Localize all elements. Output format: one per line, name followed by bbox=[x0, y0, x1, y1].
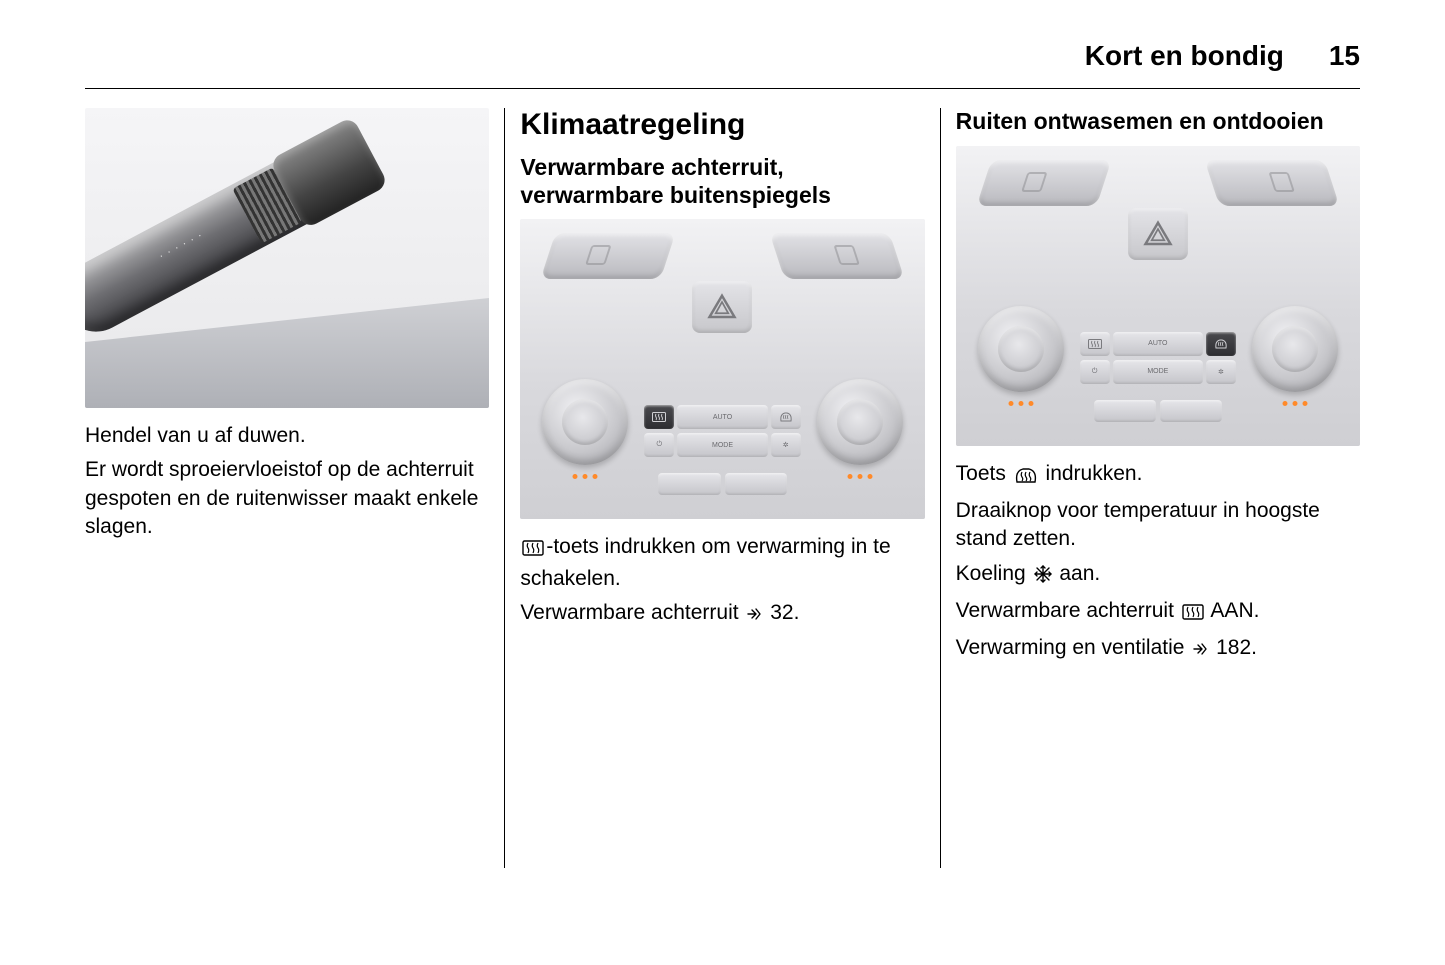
snowflake-icon bbox=[1034, 563, 1052, 591]
seat-heater-dial-right bbox=[1252, 306, 1338, 392]
hazard-triangle-icon bbox=[707, 292, 737, 322]
front-defrost-button-small bbox=[771, 405, 801, 429]
col3-para-1: Toets indrukken. bbox=[956, 460, 1360, 491]
col3-p1-after: indrukken. bbox=[1040, 462, 1143, 485]
col2-p2-after: 32. bbox=[764, 601, 799, 624]
dash-surface bbox=[85, 298, 489, 408]
power-button: ⏻ bbox=[644, 433, 674, 457]
settings-button: ✲ bbox=[771, 433, 801, 457]
col3-para-4: Verwarmbare achterruit AAN. bbox=[956, 597, 1360, 628]
col3-p5-before: Verwarming en ventilatie bbox=[956, 636, 1191, 659]
rear-defrost-icon bbox=[1182, 600, 1204, 628]
button-cluster: AUTO ⏻ MODE ✲ bbox=[1080, 332, 1236, 384]
header-rule bbox=[85, 88, 1360, 89]
y-frame bbox=[556, 233, 888, 353]
figure-climate-panel-1: AUTO ⏻ MODE ✲ bbox=[520, 219, 924, 519]
settings-button: ✲ bbox=[1206, 360, 1236, 384]
wiper-stalk: · · · · · · bbox=[85, 122, 382, 343]
power-button: ⏻ bbox=[1080, 360, 1110, 384]
hazard-button bbox=[1128, 208, 1188, 260]
front-defrost-button bbox=[1206, 332, 1236, 356]
cross-reference-icon bbox=[1192, 637, 1208, 665]
button-cluster: AUTO ⏻ MODE ✲ bbox=[644, 405, 800, 457]
ac-button bbox=[1160, 400, 1222, 422]
recirc-button bbox=[1094, 400, 1156, 422]
hazard-triangle-icon bbox=[1143, 219, 1173, 249]
lower-controls bbox=[1094, 400, 1222, 422]
rear-defrost-button bbox=[1080, 332, 1110, 356]
col3-p3-after: aan. bbox=[1054, 562, 1101, 585]
front-defrost-icon bbox=[1014, 463, 1038, 491]
col2-heading-2: Verwarmbare achterruit, verwarmbare buit… bbox=[520, 154, 924, 209]
page-number: 15 bbox=[1329, 40, 1360, 72]
rear-defrost-button bbox=[644, 405, 674, 429]
lower-controls bbox=[658, 473, 786, 495]
y-frame bbox=[992, 160, 1324, 280]
column-1: · · · · · · Hendel van u af duwen. Er wo… bbox=[85, 108, 504, 868]
seat-heater-dial-left bbox=[978, 306, 1064, 392]
page-header: Kort en bondig 15 bbox=[1085, 40, 1360, 72]
col3-p3-before: Koeling bbox=[956, 562, 1032, 585]
col3-p4-after: AAN. bbox=[1206, 599, 1260, 622]
seat-heater-dial-right bbox=[817, 379, 903, 465]
auto-button: AUTO bbox=[677, 405, 767, 429]
col3-p4-before: Verwarmbare achterruit bbox=[956, 599, 1180, 622]
mode-button: MODE bbox=[1113, 360, 1203, 384]
column-2: Klimaatregeling Verwarmbare achterruit, … bbox=[505, 108, 939, 868]
ac-button bbox=[725, 473, 787, 495]
col3-para-5: Verwarming en ventilatie 182. bbox=[956, 634, 1360, 665]
col2-heading-1: Klimaatregeling bbox=[520, 108, 924, 142]
mode-button: MODE bbox=[677, 433, 767, 457]
column-3: Ruiten ontwasemen en ontdooien AUTO bbox=[941, 108, 1360, 868]
col3-para-2: Draaiknop voor temperatuur in hoogste st… bbox=[956, 497, 1360, 554]
cross-reference-icon bbox=[746, 602, 762, 630]
col2-p1-text: -toets indrukken om verwarming in te sch… bbox=[520, 535, 890, 589]
col2-para-1: -toets indrukken om verwarming in te sch… bbox=[520, 533, 924, 593]
front-defrost-icon bbox=[1214, 339, 1228, 349]
figure-wiper-stalk: · · · · · · bbox=[85, 108, 489, 408]
hazard-button bbox=[692, 281, 752, 333]
col3-heading-2: Ruiten ontwasemen en ontdooien bbox=[956, 108, 1360, 136]
col3-p5-after: 182. bbox=[1210, 636, 1257, 659]
rear-defrost-icon bbox=[1088, 339, 1102, 349]
figure-climate-panel-2: AUTO ⏻ MODE ✲ bbox=[956, 146, 1360, 446]
col1-para-2: Er wordt sproeiervloeistof op de achterr… bbox=[85, 456, 489, 541]
col1-para-1: Hendel van u af duwen. bbox=[85, 422, 489, 450]
auto-button: AUTO bbox=[1113, 332, 1203, 356]
col2-p2-before: Verwarmbare achterruit bbox=[520, 601, 744, 624]
col3-p1-before: Toets bbox=[956, 462, 1012, 485]
rear-defrost-icon bbox=[522, 536, 544, 564]
vent-left bbox=[541, 233, 676, 279]
vent-left bbox=[976, 160, 1111, 206]
rear-defrost-icon bbox=[652, 412, 666, 422]
vent-right bbox=[1205, 160, 1340, 206]
col2-para-2: Verwarmbare achterruit 32. bbox=[520, 599, 924, 630]
seat-heater-dial-left bbox=[542, 379, 628, 465]
col3-para-3: Koeling aan. bbox=[956, 560, 1360, 591]
vent-right bbox=[769, 233, 904, 279]
header-title: Kort en bondig bbox=[1085, 40, 1284, 72]
front-defrost-icon bbox=[779, 412, 793, 422]
content-columns: · · · · · · Hendel van u af duwen. Er wo… bbox=[85, 108, 1360, 868]
recirc-button bbox=[658, 473, 720, 495]
